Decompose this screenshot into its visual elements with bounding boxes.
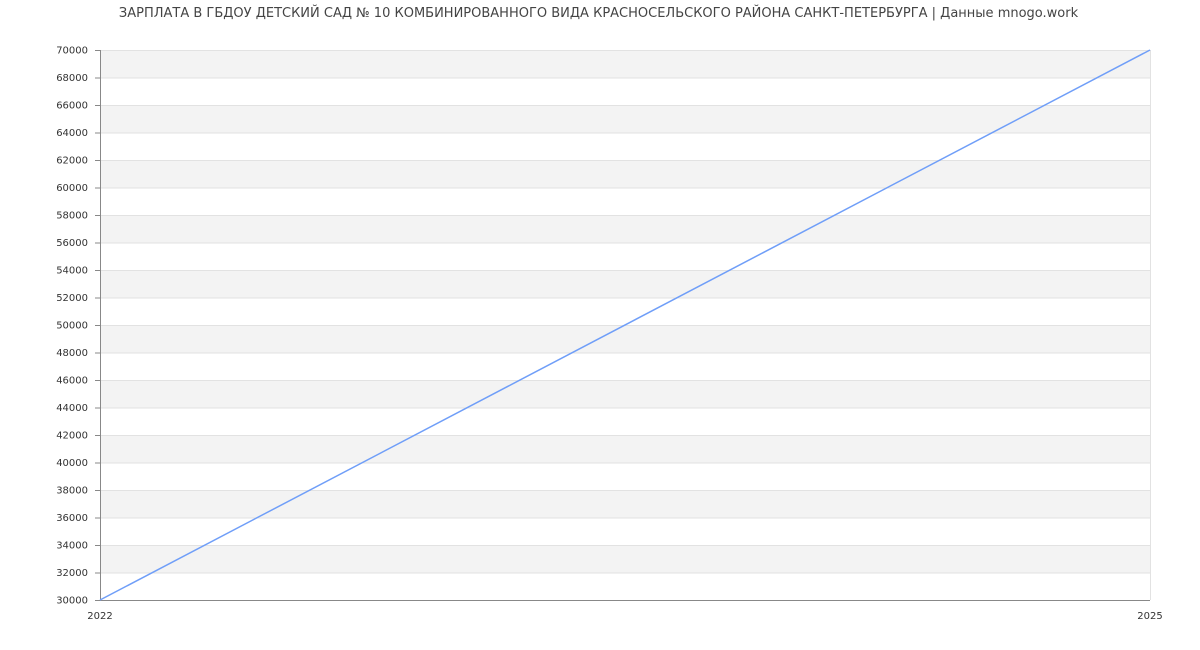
y-tick-label: 70000 (56, 46, 88, 57)
x-tick-label: 2025 (1137, 611, 1162, 622)
y-tick-label: 62000 (56, 156, 88, 167)
grid-band (100, 435, 1150, 463)
y-tick-label: 58000 (56, 211, 88, 222)
y-tick-label: 38000 (56, 486, 88, 497)
grid-band (100, 50, 1150, 78)
chart-title: ЗАРПЛАТА В ГБДОУ ДЕТСКИЙ САД № 10 КОМБИН… (118, 6, 1079, 21)
grid-band (100, 380, 1150, 408)
y-tick-label: 46000 (56, 376, 88, 387)
y-tick-label: 40000 (56, 458, 88, 469)
grid-band (100, 160, 1150, 188)
y-tick-label: 66000 (56, 101, 88, 112)
y-tick-label: 52000 (56, 293, 88, 304)
y-tick-label: 42000 (56, 431, 88, 442)
y-tick-label: 30000 (56, 596, 88, 607)
x-tick-label: 2022 (87, 611, 112, 622)
series-line (99, 49, 1151, 601)
y-tick-label: 44000 (56, 403, 88, 414)
grid-band (100, 545, 1150, 573)
y-tick-label: 68000 (56, 73, 88, 84)
y-tick-label: 34000 (56, 541, 88, 552)
y-tick-label: 48000 (56, 348, 88, 359)
y-tick-label: 64000 (56, 128, 88, 139)
grid-band (100, 490, 1150, 518)
y-tick-label: 36000 (56, 513, 88, 524)
grid-band (100, 215, 1150, 243)
y-tick-label: 50000 (56, 321, 88, 332)
grid-band (100, 105, 1150, 133)
y-tick-label: 60000 (56, 183, 88, 194)
grid-band (100, 270, 1150, 298)
grid-band (100, 325, 1150, 353)
y-tick-label: 54000 (56, 266, 88, 277)
y-tick-label: 32000 (56, 568, 88, 579)
y-tick-label: 56000 (56, 238, 88, 249)
